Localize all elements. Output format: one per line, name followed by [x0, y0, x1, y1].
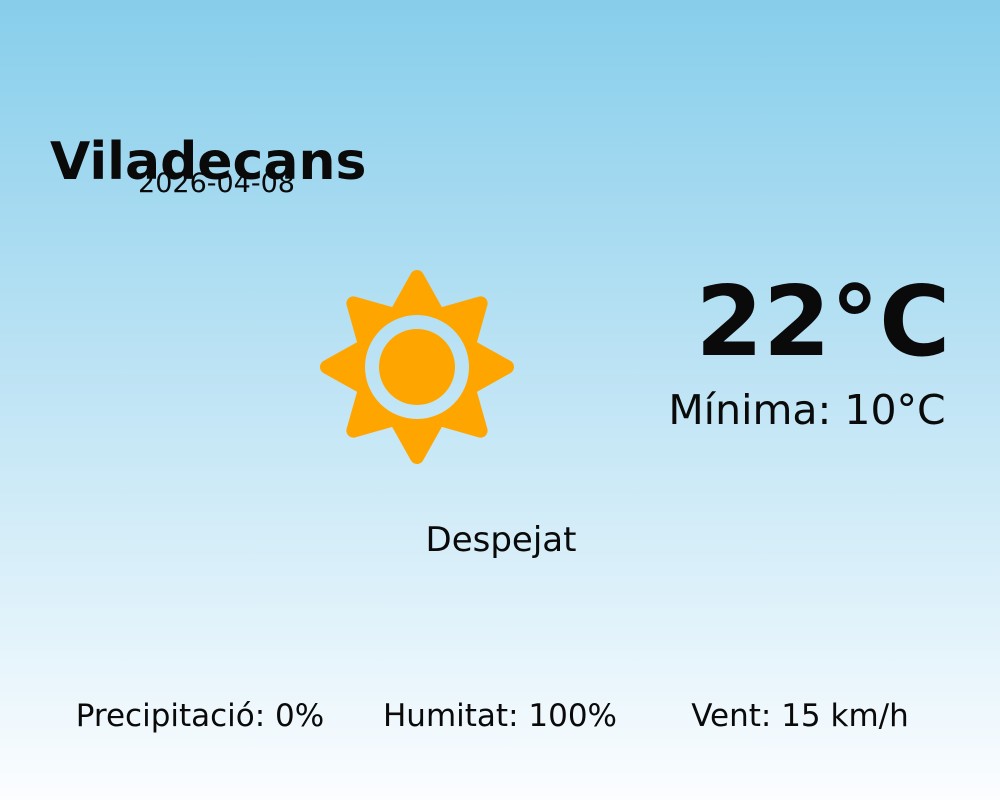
temperature-value: 22°C	[695, 265, 951, 378]
stats-row: Precipitació: 0% Humitat: 100% Vent: 15 …	[0, 701, 1000, 732]
page-title: Viladecans	[50, 131, 367, 192]
sun-icon	[317, 267, 517, 467]
precipitation-stat: Precipitació: 0%	[75, 698, 325, 734]
sun-core-shape	[379, 329, 455, 405]
humidity-stat: Humitat: 100%	[383, 698, 617, 734]
wind-stat: Vent: 15 km/h	[691, 698, 909, 734]
date-label: 2026-04-08	[138, 168, 295, 199]
min-temperature-label: Mínima: 10°C	[668, 386, 946, 434]
condition-label: Despejat	[425, 520, 577, 560]
